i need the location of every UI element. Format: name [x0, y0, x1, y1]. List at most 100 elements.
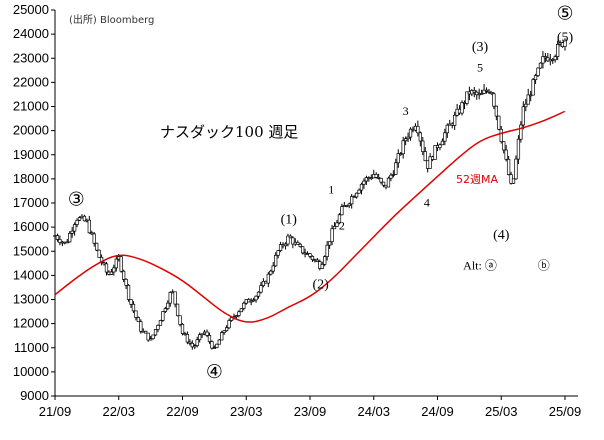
price-bar-body	[499, 128, 503, 143]
price-bar-body	[146, 332, 150, 341]
price-bar-body	[399, 153, 403, 156]
price-bar-body	[296, 241, 300, 245]
price-bar-body	[418, 132, 422, 142]
price-bar-body	[350, 196, 354, 205]
price-bar-body	[139, 321, 143, 332]
price-bar-body	[217, 339, 221, 345]
price-bar-body	[215, 343, 219, 348]
price-bar-body	[109, 271, 114, 275]
price-bar-body	[440, 140, 445, 146]
y-tick-label: 15000	[13, 243, 49, 258]
price-bar-body	[173, 291, 177, 305]
price-bar-body	[502, 141, 506, 151]
price-bar-body	[190, 342, 194, 348]
x-tick-label: 25/03	[485, 404, 518, 419]
price-bar-body	[166, 302, 170, 309]
x-tick-label: 24/03	[357, 404, 390, 419]
wave-annotations: ③ ④ ⑤ (1) (2) (3) (4) (5) 1 2 3 4 5 Alt: ⓐ ⓑ	[68, 4, 574, 383]
price-bar-body	[364, 177, 369, 182]
price-bar-body	[325, 244, 329, 257]
price-bar-body	[553, 56, 557, 61]
price-bar-body	[428, 156, 432, 169]
price-bar-body	[151, 334, 155, 340]
price-bar-body	[82, 215, 87, 222]
price-bar-body	[492, 93, 496, 107]
price-bar-body	[234, 315, 239, 318]
price-bar-body	[354, 192, 359, 198]
price-bar-body	[453, 114, 457, 126]
price-bar-body	[87, 219, 91, 234]
price-bar-body	[198, 334, 202, 341]
price-bar-body	[210, 341, 214, 349]
price-bar-body	[239, 308, 243, 313]
price-bar-body	[506, 158, 511, 175]
price-bar-body	[114, 258, 118, 269]
price-bar-body	[381, 181, 386, 186]
price-bar-body	[195, 339, 199, 346]
y-tick-label: 10000	[13, 364, 49, 379]
price-bar-body	[327, 241, 332, 246]
ma-label: 52週MA	[456, 173, 498, 186]
price-bar-body	[516, 138, 521, 160]
price-bar-body	[396, 153, 400, 164]
wave-label: 5	[477, 61, 483, 75]
price-bar-body	[237, 311, 241, 316]
y-tick-label: 13000	[13, 292, 49, 307]
price-bar-body	[438, 144, 442, 149]
wave-label: (3)	[472, 40, 489, 55]
price-bar-body	[374, 174, 378, 178]
price-bar-body	[443, 132, 447, 142]
wave-label: ④	[206, 362, 223, 383]
price-bar-body	[278, 244, 283, 251]
price-bar-body	[269, 270, 273, 275]
price-bar-body	[335, 222, 339, 227]
price-bar-body	[521, 106, 525, 126]
price-bar-body	[276, 250, 280, 256]
price-bar-body	[406, 136, 410, 140]
price-bar-body	[379, 177, 383, 183]
price-bar-body	[95, 242, 99, 251]
y-tick-label: 12000	[13, 316, 49, 331]
price-bar-body	[188, 341, 192, 344]
price-bar-body	[359, 183, 364, 191]
price-bar-body	[475, 91, 479, 96]
wave-label: 1	[328, 182, 334, 196]
price-bar-body	[298, 243, 302, 247]
price-bar-body	[497, 115, 501, 130]
price-bars	[53, 38, 567, 350]
price-bar-body	[421, 140, 425, 152]
price-bar-body	[207, 335, 212, 342]
y-tick-label: 17000	[13, 195, 49, 210]
price-bar-body	[394, 162, 398, 175]
x-tick-label: 24/09	[421, 404, 454, 419]
price-bar-body	[266, 273, 270, 284]
y-tick-label: 21000	[13, 99, 49, 114]
price-bar-body	[308, 253, 312, 257]
price-bar-body	[323, 256, 327, 265]
price-bar-body	[72, 224, 77, 232]
price-bar-body	[185, 334, 190, 343]
price-bar-body	[148, 338, 153, 341]
price-bar-body	[200, 333, 204, 336]
x-tick-label: 22/09	[166, 404, 199, 419]
wave-label: ③	[68, 189, 85, 210]
price-bar-body	[526, 94, 530, 105]
price-bar-body	[134, 310, 138, 318]
price-bar-body	[256, 291, 261, 297]
y-axis: 9000 10000 11000 12000 13000 14000 15000 16000 1…	[13, 2, 56, 403]
wave-label: (2)	[312, 278, 329, 293]
price-bar-body	[90, 232, 94, 235]
price-bar-body	[65, 241, 69, 244]
price-bar-body	[224, 327, 229, 332]
price-bar-body	[222, 330, 226, 333]
price-bar-body	[144, 330, 148, 334]
price-bar-body	[119, 256, 123, 272]
price-bar-body	[129, 299, 133, 305]
wave-label: Alt: ⓐ	[463, 258, 497, 272]
wave-label: 2	[339, 219, 345, 233]
price-bar-body	[178, 315, 182, 325]
price-bar-body	[401, 140, 405, 155]
price-bar-body	[104, 263, 109, 273]
price-bar-body	[511, 178, 516, 184]
y-tick-label: 20000	[13, 123, 49, 138]
